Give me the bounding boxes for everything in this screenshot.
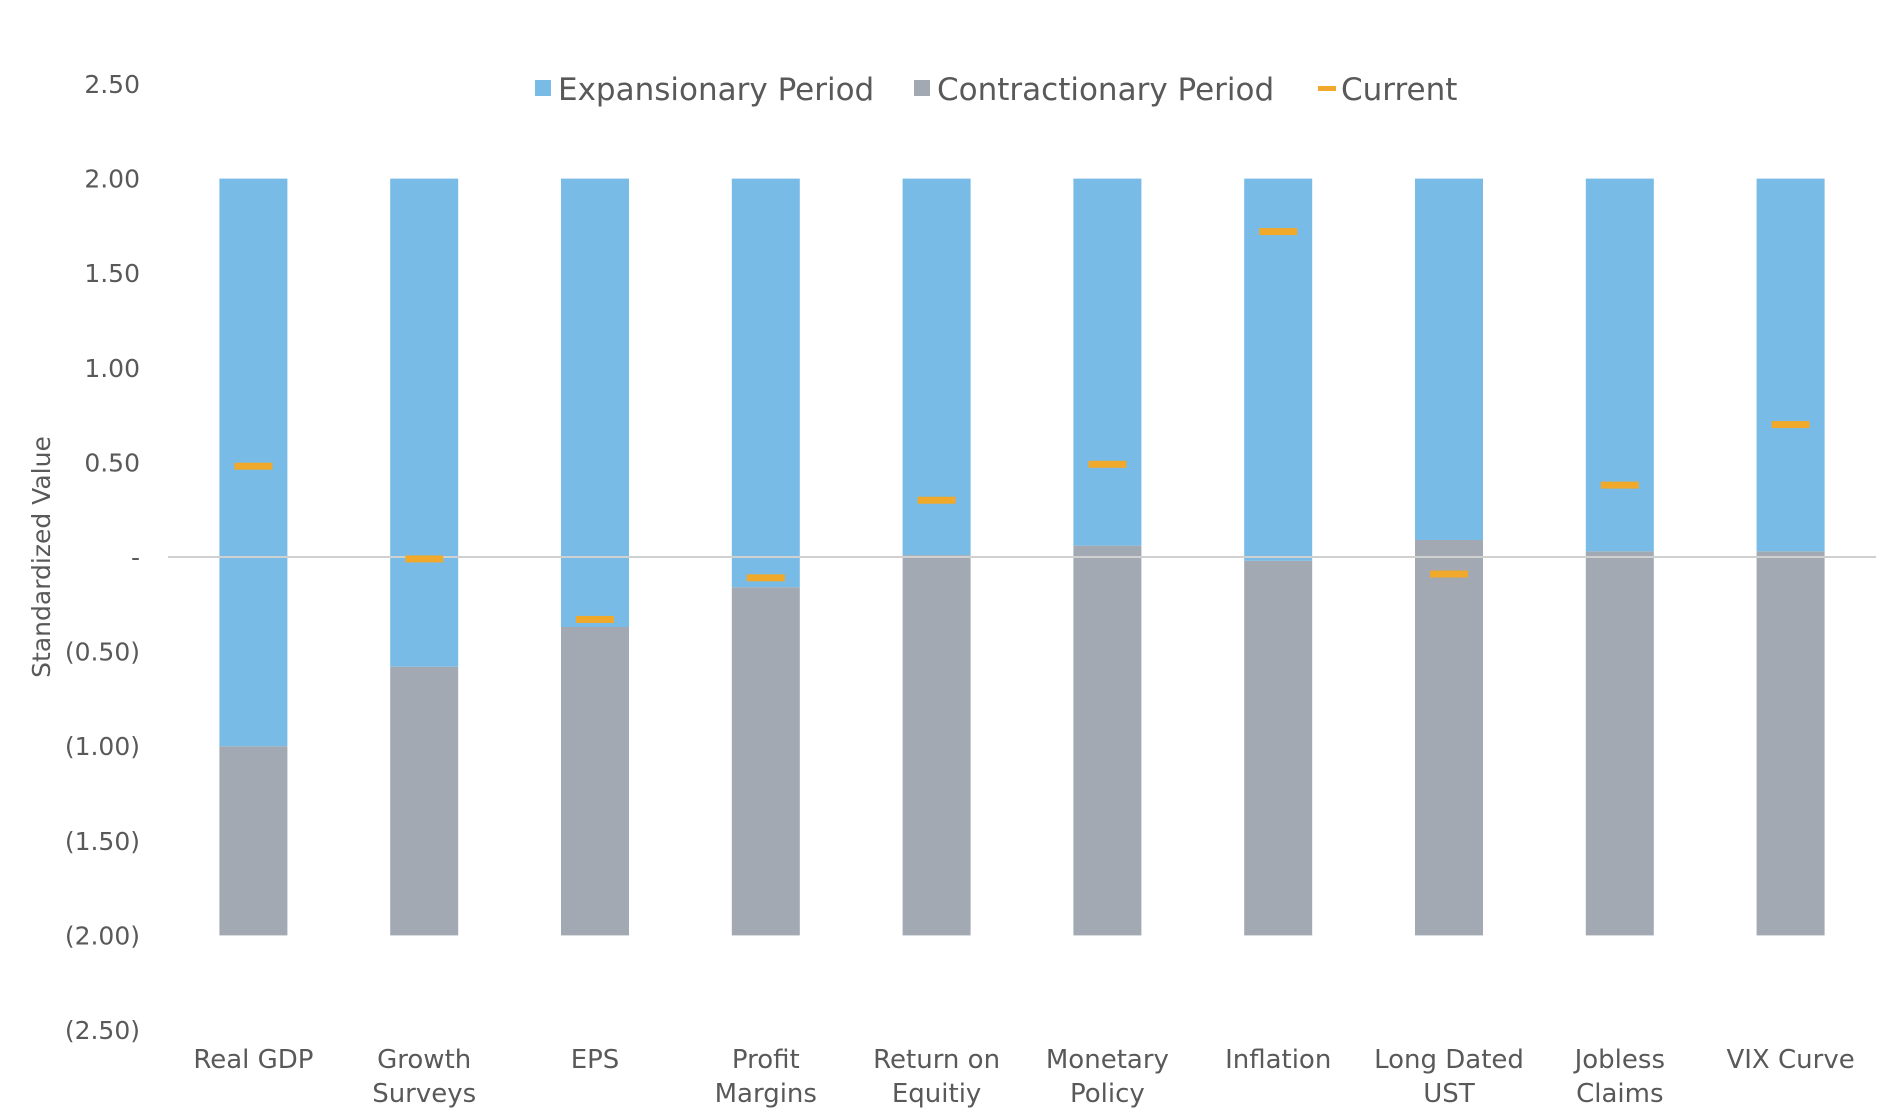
- y-axis-title: Standardized Value: [27, 436, 56, 678]
- category-label: Long Dated: [1374, 1045, 1524, 1075]
- legend-label: Contractionary Period: [937, 72, 1274, 108]
- bar-contractionary: [1756, 551, 1825, 936]
- y-tick-label: (1.00): [65, 732, 140, 761]
- current-marker: [576, 615, 614, 623]
- category-label: Inflation: [1225, 1045, 1331, 1075]
- bar-contractionary: [731, 587, 800, 936]
- y-tick-label: 1.00: [84, 354, 140, 383]
- bar-expansionary: [731, 178, 800, 588]
- bar-contractionary: [561, 627, 629, 936]
- bar-expansionary: [1756, 178, 1825, 552]
- y-tick-label: -: [131, 543, 140, 572]
- current-marker: [917, 496, 956, 504]
- bar-contractionary: [1073, 545, 1142, 936]
- current-marker: [1430, 570, 1468, 578]
- bar-expansionary: [219, 178, 288, 747]
- category-label: VIX Curve: [1726, 1045, 1854, 1075]
- category-label: Monetary: [1046, 1045, 1169, 1075]
- current-marker: [1259, 228, 1298, 236]
- legend-swatch: [535, 80, 551, 96]
- bar-contractionary: [1585, 551, 1654, 936]
- y-tick-label: 2.50: [84, 70, 140, 99]
- y-tick-label: (2.00): [65, 921, 140, 950]
- bar-contractionary: [219, 746, 288, 936]
- legend-label: Current: [1341, 72, 1457, 108]
- current-marker: [234, 462, 273, 470]
- bar-contractionary: [390, 666, 459, 936]
- category-label: Jobless: [1573, 1045, 1665, 1075]
- category-label: Policy: [1070, 1079, 1145, 1109]
- y-tick-label: 1.50: [84, 259, 140, 288]
- y-tick-label: (1.50): [65, 827, 140, 856]
- current-marker: [1088, 460, 1127, 468]
- y-tick-label: 0.50: [84, 448, 140, 477]
- category-label: Equitiy: [892, 1079, 981, 1109]
- bar-expansionary: [902, 178, 971, 556]
- current-marker: [405, 555, 444, 563]
- y-tick-label: (0.50): [65, 638, 140, 667]
- category-label: Return on: [873, 1045, 1000, 1075]
- category-label: Margins: [715, 1079, 817, 1109]
- bar-contractionary: [1415, 539, 1483, 936]
- category-label: Claims: [1576, 1079, 1663, 1109]
- category-label: Growth: [377, 1045, 471, 1075]
- legend-swatch: [1318, 86, 1336, 91]
- bar-expansionary: [1073, 178, 1142, 546]
- category-label: Real GDP: [193, 1045, 313, 1075]
- category-label: EPS: [571, 1045, 620, 1075]
- category-label: UST: [1423, 1079, 1475, 1109]
- bar-expansionary: [561, 178, 629, 628]
- category-label: Surveys: [372, 1079, 476, 1109]
- bar-contractionary: [902, 555, 971, 936]
- bar-expansionary: [390, 178, 459, 667]
- y-tick-label: 2.00: [84, 165, 140, 194]
- bar-expansionary: [1585, 178, 1654, 552]
- bar-expansionary: [1244, 178, 1313, 561]
- legend-label: Expansionary Period: [558, 72, 874, 108]
- legend-swatch: [914, 80, 930, 96]
- category-label: Profit: [732, 1045, 800, 1075]
- current-marker: [1600, 481, 1639, 489]
- y-tick-label: (2.50): [65, 1016, 140, 1045]
- bar-expansionary: [1415, 178, 1483, 540]
- current-marker: [1771, 421, 1810, 429]
- bar-contractionary: [1244, 560, 1313, 936]
- current-marker: [746, 574, 785, 582]
